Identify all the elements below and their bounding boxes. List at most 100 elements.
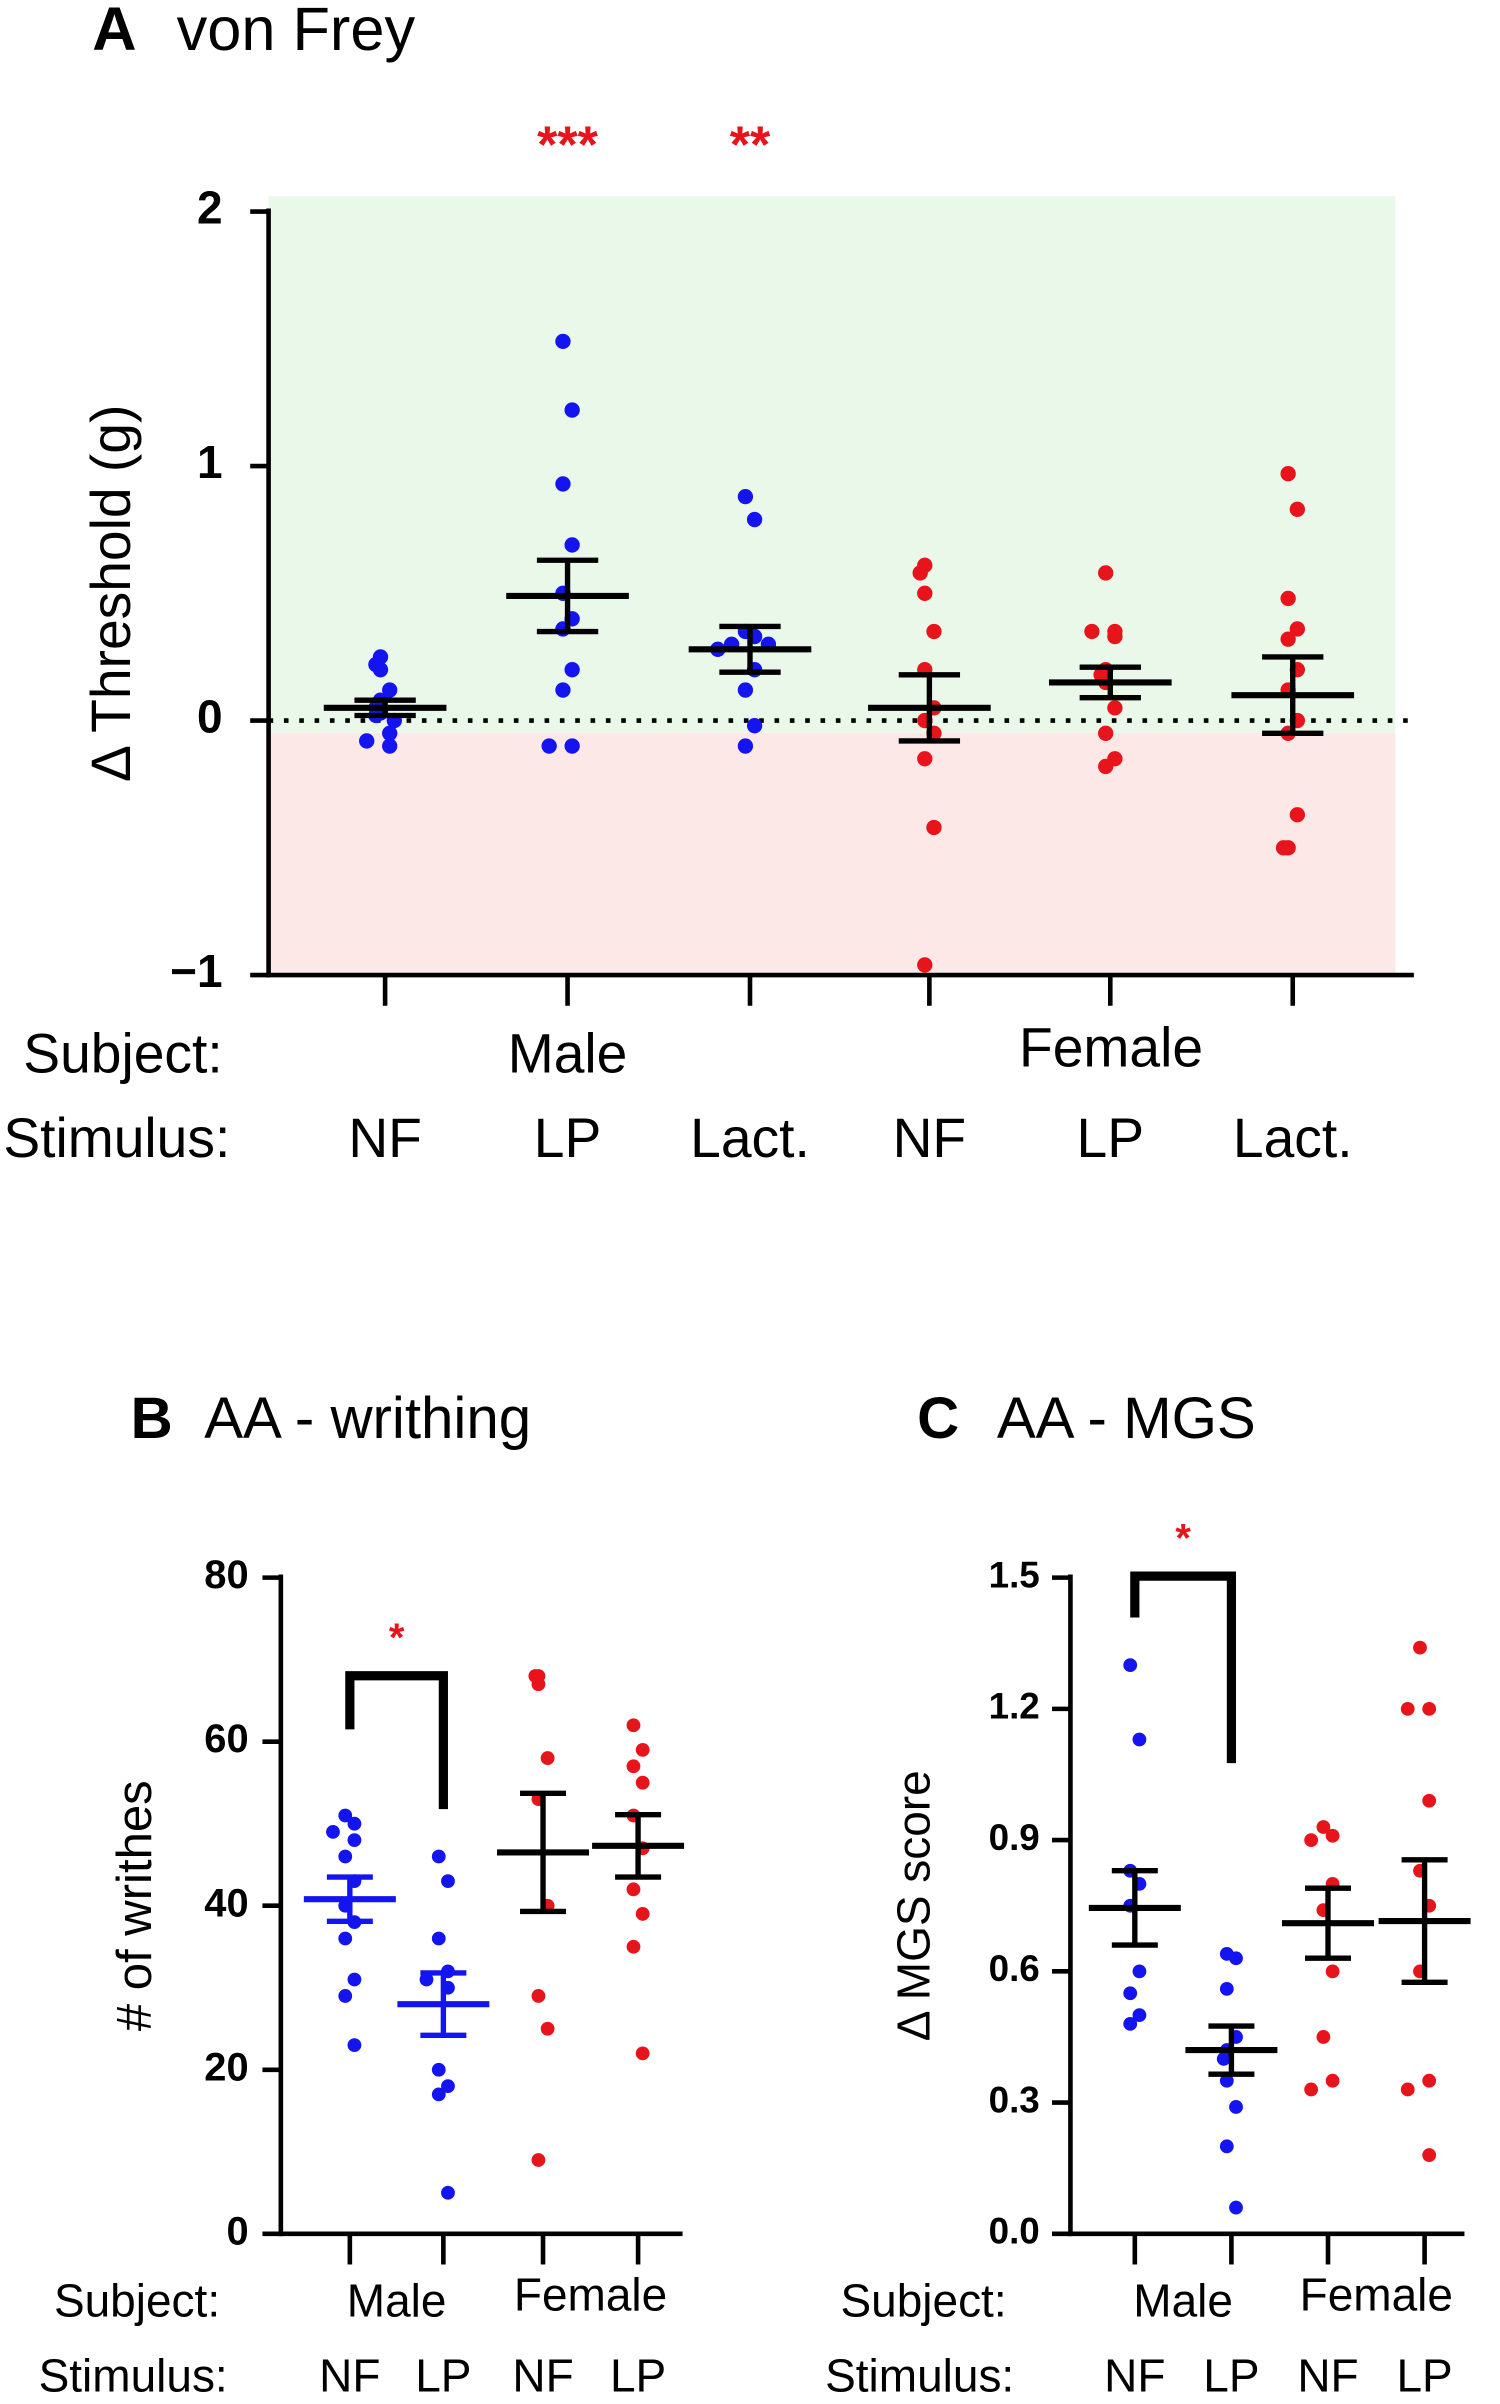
stimulus-label: NF [348, 1107, 422, 1169]
data-point [347, 1816, 362, 1831]
data-point [912, 565, 928, 581]
data-point [917, 585, 933, 601]
negative-region [268, 732, 1396, 976]
data-point [737, 682, 754, 698]
data-point [1098, 565, 1114, 581]
comparison-bracket [345, 1671, 448, 1810]
data-point [531, 1677, 546, 1692]
data-point [1289, 501, 1306, 518]
data-point [1107, 628, 1123, 645]
data-point [326, 1825, 340, 1839]
data-point [1304, 2082, 1319, 2097]
data-point [1289, 621, 1306, 637]
data-point [1422, 1701, 1437, 1716]
data-point [626, 1939, 641, 1954]
data-point [746, 718, 763, 734]
data-point [926, 623, 942, 640]
panel-title: von Frey [177, 0, 416, 63]
data-point [1316, 1820, 1331, 1834]
data-point [1123, 1658, 1138, 1673]
subject-label: Female [1300, 2268, 1453, 2320]
data-point [1216, 2051, 1231, 2066]
subject-label: Female [514, 2268, 667, 2320]
panel-letter: B [131, 1386, 173, 1451]
data-point [1325, 1828, 1340, 1843]
data-point [347, 1833, 362, 1848]
data-point [564, 537, 580, 553]
data-point [635, 1775, 650, 1790]
data-point [1084, 623, 1100, 640]
data-point [635, 1742, 650, 1757]
data-point [917, 751, 933, 767]
data-point [1280, 466, 1296, 482]
data-point [338, 1989, 353, 2003]
stimulus-label: LP [415, 2350, 471, 2402]
data-point [626, 1882, 641, 1897]
stimulus-row-label: Stimulus: [39, 2350, 228, 2402]
data-point [1098, 758, 1114, 775]
subject-row-label: Subject: [54, 2275, 220, 2327]
data-point [926, 819, 942, 836]
comparison-label: * [1175, 1516, 1191, 1560]
data-point [382, 725, 398, 741]
data-point [431, 1849, 446, 1864]
data-point [359, 733, 375, 749]
panel-letter: A [92, 0, 136, 63]
stimulus-label: NF [1297, 2350, 1358, 2402]
data-point [382, 682, 398, 698]
data-point [540, 2021, 555, 2036]
stimulus-row-label: Stimulus: [3, 1107, 230, 1169]
data-point [1422, 2148, 1437, 2162]
data-point [347, 2038, 362, 2053]
data-point [338, 1931, 353, 1946]
data-point [1280, 631, 1296, 647]
data-point [531, 1989, 546, 2003]
data-point [737, 738, 754, 754]
data-point [737, 488, 754, 505]
positive-region [268, 196, 1396, 733]
y-tick-label: 0.3 [989, 2079, 1040, 2120]
data-point [431, 2062, 446, 2077]
data-point [540, 1751, 555, 1765]
stimulus-label: NF [1104, 2350, 1165, 2402]
y-tick-label: 2 [197, 182, 223, 234]
data-point [564, 738, 580, 754]
y-axis-label: Δ MGS score [887, 1770, 939, 2041]
stimulus-label: NF [512, 2350, 573, 2402]
data-point [555, 682, 571, 698]
stimulus-label: NF [319, 2350, 380, 2402]
data-point [635, 2046, 650, 2061]
data-point [1275, 840, 1292, 856]
data-point [746, 511, 763, 528]
stimulus-label: LP [1077, 1107, 1145, 1169]
y-tick-label: 1.5 [989, 1554, 1040, 1595]
y-tick-label: 0.6 [989, 1948, 1040, 1989]
comparison-label: * [389, 1616, 405, 1660]
data-point [1132, 1964, 1147, 1979]
data-point [431, 2087, 446, 2102]
significance: ** [730, 116, 771, 174]
stimulus-label: LP [1203, 2350, 1259, 2402]
data-point [1400, 2082, 1415, 2097]
subject-label: Male [347, 2275, 447, 2327]
y-tick-label: 0 [197, 691, 223, 743]
y-tick-label: 0 [226, 2209, 248, 2253]
significance: *** [537, 116, 599, 174]
data-point [1123, 2016, 1138, 2031]
panel-title: AA - MGS [997, 1386, 1256, 1451]
panel-title: AA - writhing [204, 1386, 531, 1451]
y-tick-label: 60 [204, 1717, 248, 1761]
y-tick-label: 20 [204, 2045, 248, 2089]
data-point [1098, 725, 1114, 741]
y-tick-label: 40 [204, 1881, 248, 1925]
y-tick-label: −1 [170, 945, 222, 997]
data-point [1280, 590, 1296, 607]
data-point [564, 402, 580, 418]
y-tick-label: 1 [197, 436, 223, 488]
panel-letter: C [917, 1386, 959, 1451]
data-point [541, 738, 557, 754]
data-point [1229, 2100, 1243, 2114]
data-point [1229, 2200, 1243, 2215]
data-point [441, 1874, 455, 1889]
